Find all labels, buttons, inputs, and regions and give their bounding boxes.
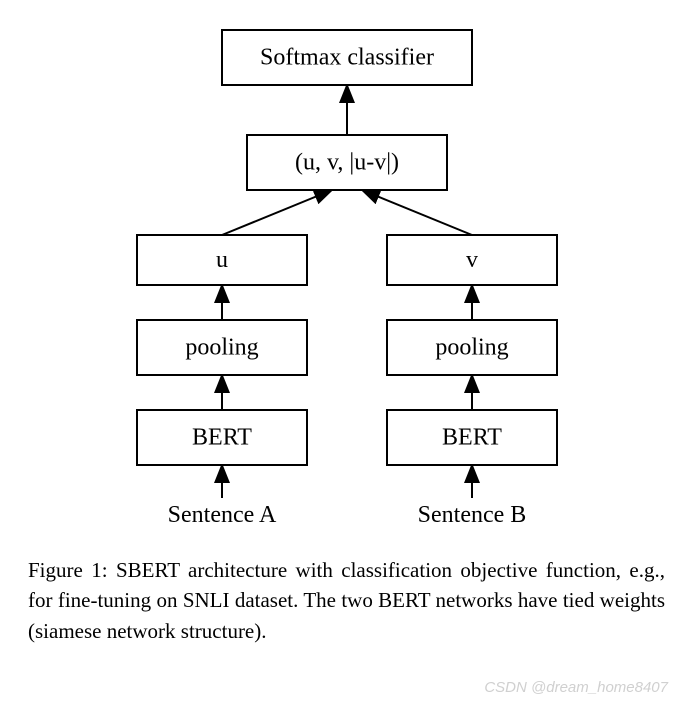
node-v: v <box>387 235 557 285</box>
svg-text:BERT: BERT <box>192 425 252 451</box>
diagram-container: Softmax classifier (u, v, |u-v|) u v pooling… <box>20 20 673 646</box>
svg-text:u: u <box>216 247 228 273</box>
svg-text:pooling: pooling <box>185 335 258 361</box>
node-bert_a: BERT <box>137 410 307 465</box>
node-pool_a: pooling <box>137 320 307 375</box>
node-u: u <box>137 235 307 285</box>
sbert-diagram: Softmax classifier (u, v, |u-v|) u v pooling… <box>67 20 627 530</box>
svg-text:Softmax classifier: Softmax classifier <box>260 45 434 71</box>
svg-text:v: v <box>466 247 478 273</box>
edge-v-concat <box>362 190 472 235</box>
svg-text:pooling: pooling <box>435 335 508 361</box>
node-pool_b: pooling <box>387 320 557 375</box>
svg-text:BERT: BERT <box>442 425 502 451</box>
figure-caption: Figure 1: SBERT architecture with classi… <box>20 555 673 646</box>
node-softmax: Softmax classifier <box>222 30 472 85</box>
edge-u-concat <box>222 190 332 235</box>
label-sent_b: Sentence B <box>417 502 526 528</box>
node-bert_b: BERT <box>387 410 557 465</box>
label-sent_a: Sentence A <box>167 502 276 528</box>
svg-text:(u, v, |u-v|): (u, v, |u-v|) <box>294 150 398 176</box>
watermark: CSDN @dream_home8407 <box>484 679 668 696</box>
node-concat: (u, v, |u-v|) <box>247 135 447 190</box>
